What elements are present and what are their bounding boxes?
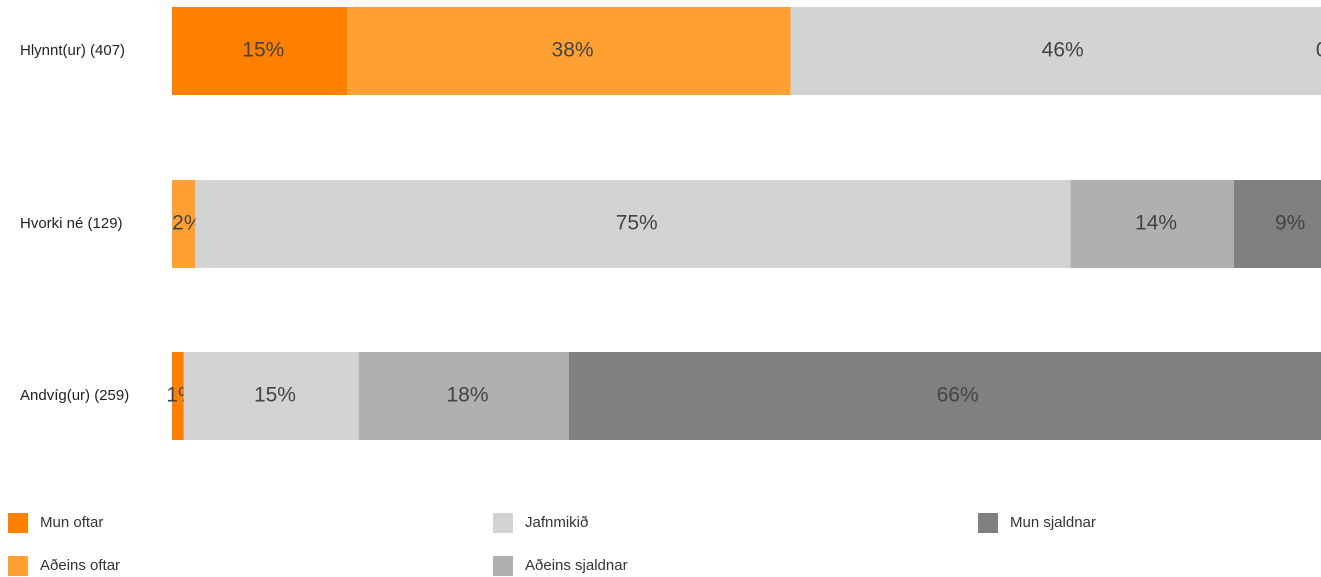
- value-label: 18%: [447, 384, 489, 407]
- value-label: 38%: [552, 39, 594, 62]
- legend-swatch: [978, 513, 998, 533]
- bar-segment: [183, 352, 359, 440]
- legend-label: Mun sjaldnar: [1010, 514, 1096, 531]
- legend-label: Aðeins sjaldnar: [525, 557, 628, 574]
- value-label: 46%: [1042, 39, 1084, 62]
- value-label: 15%: [242, 39, 284, 62]
- value-label: 9%: [1275, 212, 1305, 235]
- legend-label: Mun oftar: [40, 514, 103, 531]
- value-label: 75%: [616, 212, 658, 235]
- value-label: 14%: [1135, 212, 1177, 235]
- bar-segment: [1070, 180, 1234, 268]
- value-label: 15%: [254, 384, 296, 407]
- bar-segment: [172, 7, 348, 95]
- bar-segment: [172, 352, 184, 440]
- legend-swatch: [8, 556, 28, 576]
- legend-swatch: [493, 513, 513, 533]
- bar-segment: [1233, 180, 1321, 268]
- value-label: 66%: [937, 384, 979, 407]
- category-label: Hlynnt(ur) (407): [20, 42, 125, 59]
- bar-segment: [195, 180, 1071, 268]
- value-label: 2%: [172, 212, 202, 235]
- category-label: Hvorki né (129): [20, 215, 123, 232]
- bar-segment: [172, 180, 196, 268]
- legend-swatch: [8, 513, 28, 533]
- bar-segment: [568, 352, 1321, 440]
- legend-label: Jafnmikið: [525, 514, 588, 531]
- bar-segment: [347, 7, 791, 95]
- bar-segment: [790, 7, 1321, 95]
- bar-segment: [358, 352, 569, 440]
- category-label: Andvíg(ur) (259): [20, 387, 129, 404]
- legend-swatch: [493, 556, 513, 576]
- value-label: 0%: [1316, 39, 1321, 62]
- legend-label: Aðeins oftar: [40, 557, 120, 574]
